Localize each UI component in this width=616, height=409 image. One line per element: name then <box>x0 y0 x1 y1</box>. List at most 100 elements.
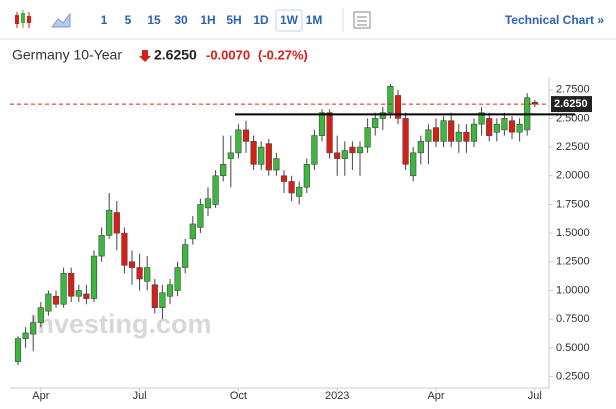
candle-body <box>501 118 508 131</box>
x-tick-label: Apr <box>427 390 444 402</box>
candle-body <box>493 123 500 133</box>
candle-body <box>470 123 478 142</box>
candle-body <box>273 158 280 171</box>
y-tick-label: 0.2500 <box>556 370 590 382</box>
candle-body <box>448 120 455 142</box>
x-tick-label: Jul <box>133 390 147 402</box>
price: 2.6250 <box>154 47 197 63</box>
candle-body <box>197 204 204 228</box>
candle-body <box>220 164 227 177</box>
y-tick-label: 1.0000 <box>556 284 590 296</box>
x-tick-label: Jul <box>528 390 542 402</box>
candle-body <box>364 127 371 148</box>
candle-body <box>204 198 212 209</box>
candle-body <box>166 284 174 297</box>
candle-body <box>394 95 402 119</box>
price-tag-label: 2.6250 <box>554 98 588 110</box>
candle-body <box>250 141 257 165</box>
candle-body <box>402 118 409 165</box>
candle-body <box>311 135 318 165</box>
candle-body <box>432 127 440 142</box>
y-tick-label: 1.5000 <box>556 227 590 239</box>
candle-body <box>37 307 44 323</box>
candle-body <box>417 141 424 154</box>
candle-body <box>128 261 136 268</box>
x-tick-label: Apr <box>32 390 49 402</box>
candle-body <box>410 152 417 177</box>
candle-body <box>242 129 250 142</box>
candle-body <box>121 232 128 266</box>
candle-body <box>144 267 151 282</box>
candle-body <box>296 186 303 197</box>
candle-body <box>303 164 310 188</box>
candle-body <box>68 272 75 297</box>
candle-body <box>478 112 485 125</box>
y-tick-label: 2.7500 <box>556 84 590 96</box>
interval-button[interactable]: 5 <box>125 13 132 27</box>
candle-body <box>379 112 386 119</box>
instrument-name: Germany 10-Year <box>12 47 122 63</box>
candle-body <box>372 118 379 128</box>
interval-button[interactable]: 1D <box>253 13 269 27</box>
price-tag <box>551 96 592 113</box>
candle-body <box>516 123 523 133</box>
candle-body <box>235 129 242 154</box>
technical-chart-link[interactable]: Technical Chart » <box>505 13 604 27</box>
change-percent: (-0.27%) <box>258 47 308 62</box>
y-tick-label: 1.2500 <box>556 256 590 268</box>
candle-body <box>75 290 82 297</box>
candle-body <box>341 150 348 159</box>
y-tick-label: 2.0000 <box>556 170 590 182</box>
candle-icon[interactable] <box>15 10 31 28</box>
candle-body <box>90 255 98 299</box>
x-tick-label: 2023 <box>325 390 349 402</box>
y-tick-label: 1.7500 <box>556 198 590 210</box>
candle-body <box>22 332 29 339</box>
change: -0.0070 <box>206 47 250 62</box>
candle-body <box>227 152 234 159</box>
candle-body <box>387 85 394 113</box>
y-tick-label: 0.5000 <box>556 342 590 354</box>
candle-body <box>98 235 105 257</box>
interval-button[interactable]: 1 <box>101 13 108 27</box>
candle-body <box>45 293 52 312</box>
candle-body <box>288 181 295 194</box>
candle-body <box>463 131 470 142</box>
watermark: Investing.com <box>30 309 212 339</box>
candle-body <box>60 272 67 305</box>
candle-body <box>258 146 265 165</box>
candle-body <box>486 118 493 136</box>
candle-body <box>14 338 22 362</box>
interval-button[interactable]: 1H <box>200 13 215 27</box>
candle-body <box>318 112 326 136</box>
interval-button[interactable]: 1M <box>306 13 323 27</box>
candle-body <box>356 146 364 154</box>
candle-body <box>52 295 60 305</box>
interval-button[interactable]: 5H <box>226 13 241 27</box>
candle-body <box>174 267 181 291</box>
interval-button[interactable]: 1W <box>280 13 299 27</box>
candle-body <box>531 102 538 105</box>
candle-body <box>136 267 143 280</box>
candle-body <box>280 175 288 182</box>
selected-box <box>275 9 303 32</box>
candle-body <box>508 120 516 133</box>
candle-body <box>106 209 113 236</box>
candle-body <box>212 175 219 205</box>
candle-body <box>265 143 272 171</box>
candle-body <box>425 129 432 142</box>
candle-body <box>182 244 189 268</box>
area-icon[interactable] <box>51 12 71 28</box>
interval-button[interactable]: 30 <box>174 13 188 27</box>
interval-button[interactable]: 15 <box>147 13 161 27</box>
candle-body <box>455 131 462 142</box>
down-arrow <box>139 50 151 62</box>
candle-body <box>349 146 356 154</box>
candle-body <box>113 212 120 234</box>
y-tick-label: 0.7500 <box>556 313 590 325</box>
settings-icon[interactable] <box>353 11 371 29</box>
candle-body <box>334 152 341 159</box>
